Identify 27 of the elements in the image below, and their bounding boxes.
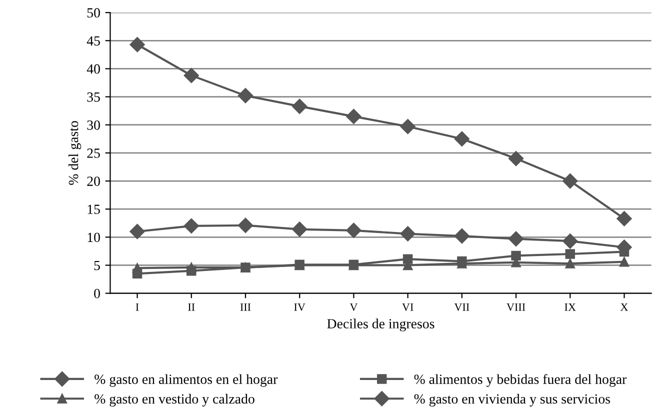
y-tick-label: 5	[94, 260, 100, 270]
x-tick-label: IX	[564, 303, 576, 311]
y-tick-label: 20	[87, 176, 100, 186]
x-tick-label: X	[620, 303, 628, 311]
x-tick-label: VI	[402, 303, 414, 311]
y-tick-label: 50	[87, 8, 100, 18]
y-tick-label: 30	[87, 120, 100, 130]
x-tick-label: VII	[454, 303, 470, 311]
y-tick-label: 25	[87, 148, 100, 158]
legend-label: % alimentos y bebidas fuera del hogar	[414, 374, 627, 387]
legend-label: % gasto en alimentos en el hogar	[94, 374, 278, 387]
y-tick-label: 45	[86, 36, 100, 46]
x-tick-label: VIII	[506, 303, 526, 311]
x-tick-label: IV	[294, 303, 306, 311]
legend-label: % gasto en vestido y calzado	[94, 394, 254, 406]
y-tick-label: 10	[88, 232, 100, 242]
y-tick-label: 0	[94, 288, 100, 298]
y-axis-title: % del gasto	[68, 121, 82, 185]
x-tick-label: II	[188, 303, 195, 311]
y-tick-label: 15	[88, 204, 100, 214]
x-axis-title: Deciles de ingresos	[327, 318, 434, 332]
legend-label: % gasto en vivienda y sus servicios	[414, 394, 610, 406]
y-tick-label: 40	[86, 64, 100, 74]
x-tick-label: I	[136, 303, 139, 311]
x-tick-label: III	[240, 303, 251, 311]
x-tick-label: V	[350, 303, 358, 311]
y-tick-label: 35	[87, 92, 100, 102]
